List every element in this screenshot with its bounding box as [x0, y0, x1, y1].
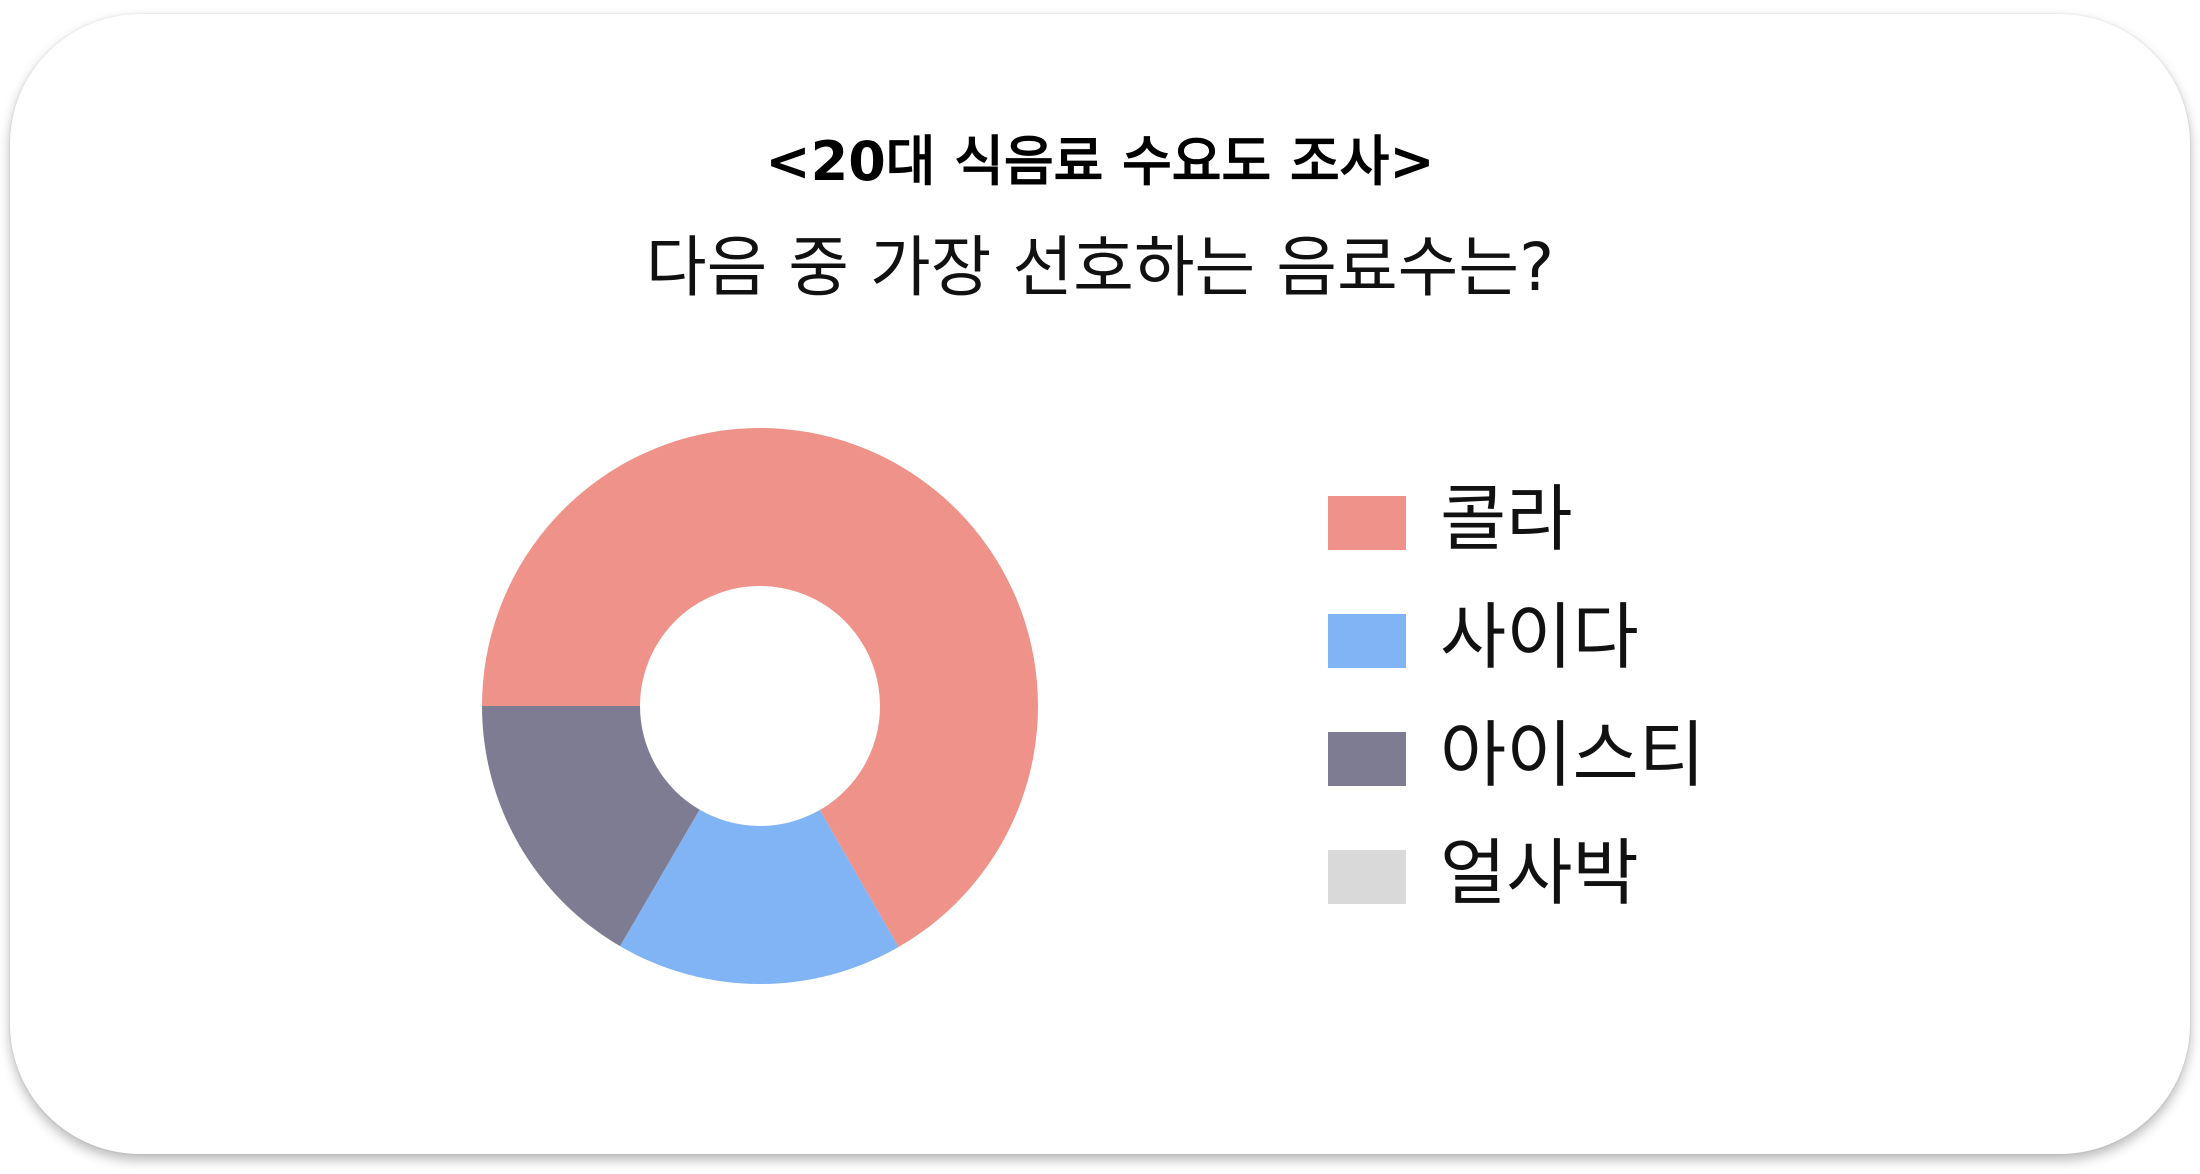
donut-slice-cider — [619, 809, 899, 985]
chart-title: <20대 식음료 수요도 조사> — [765, 130, 1435, 193]
legend-label-other: 얼사박 — [1440, 831, 1639, 915]
chart-card: <20대 식음료 수요도 조사> 다음 중 가장 선호하는 음료수는? 콜라 사… — [10, 14, 2190, 1154]
donut-chart — [482, 427, 1038, 985]
donut-slice-cola — [482, 427, 1038, 948]
legend-swatch-other — [1328, 850, 1406, 904]
legend-swatch-icetea — [1328, 732, 1406, 786]
legend-swatch-cider — [1328, 614, 1406, 668]
legend-swatch-cola — [1328, 496, 1406, 550]
legend-label-icetea: 아이스티 — [1440, 713, 1705, 797]
legend-label-cola: 콜라 — [1440, 477, 1573, 561]
chart-subtitle: 다음 중 가장 선호하는 음료수는? — [645, 229, 1555, 306]
legend-label-cider: 사이다 — [1440, 595, 1639, 679]
donut-slice-icetea — [482, 706, 700, 947]
